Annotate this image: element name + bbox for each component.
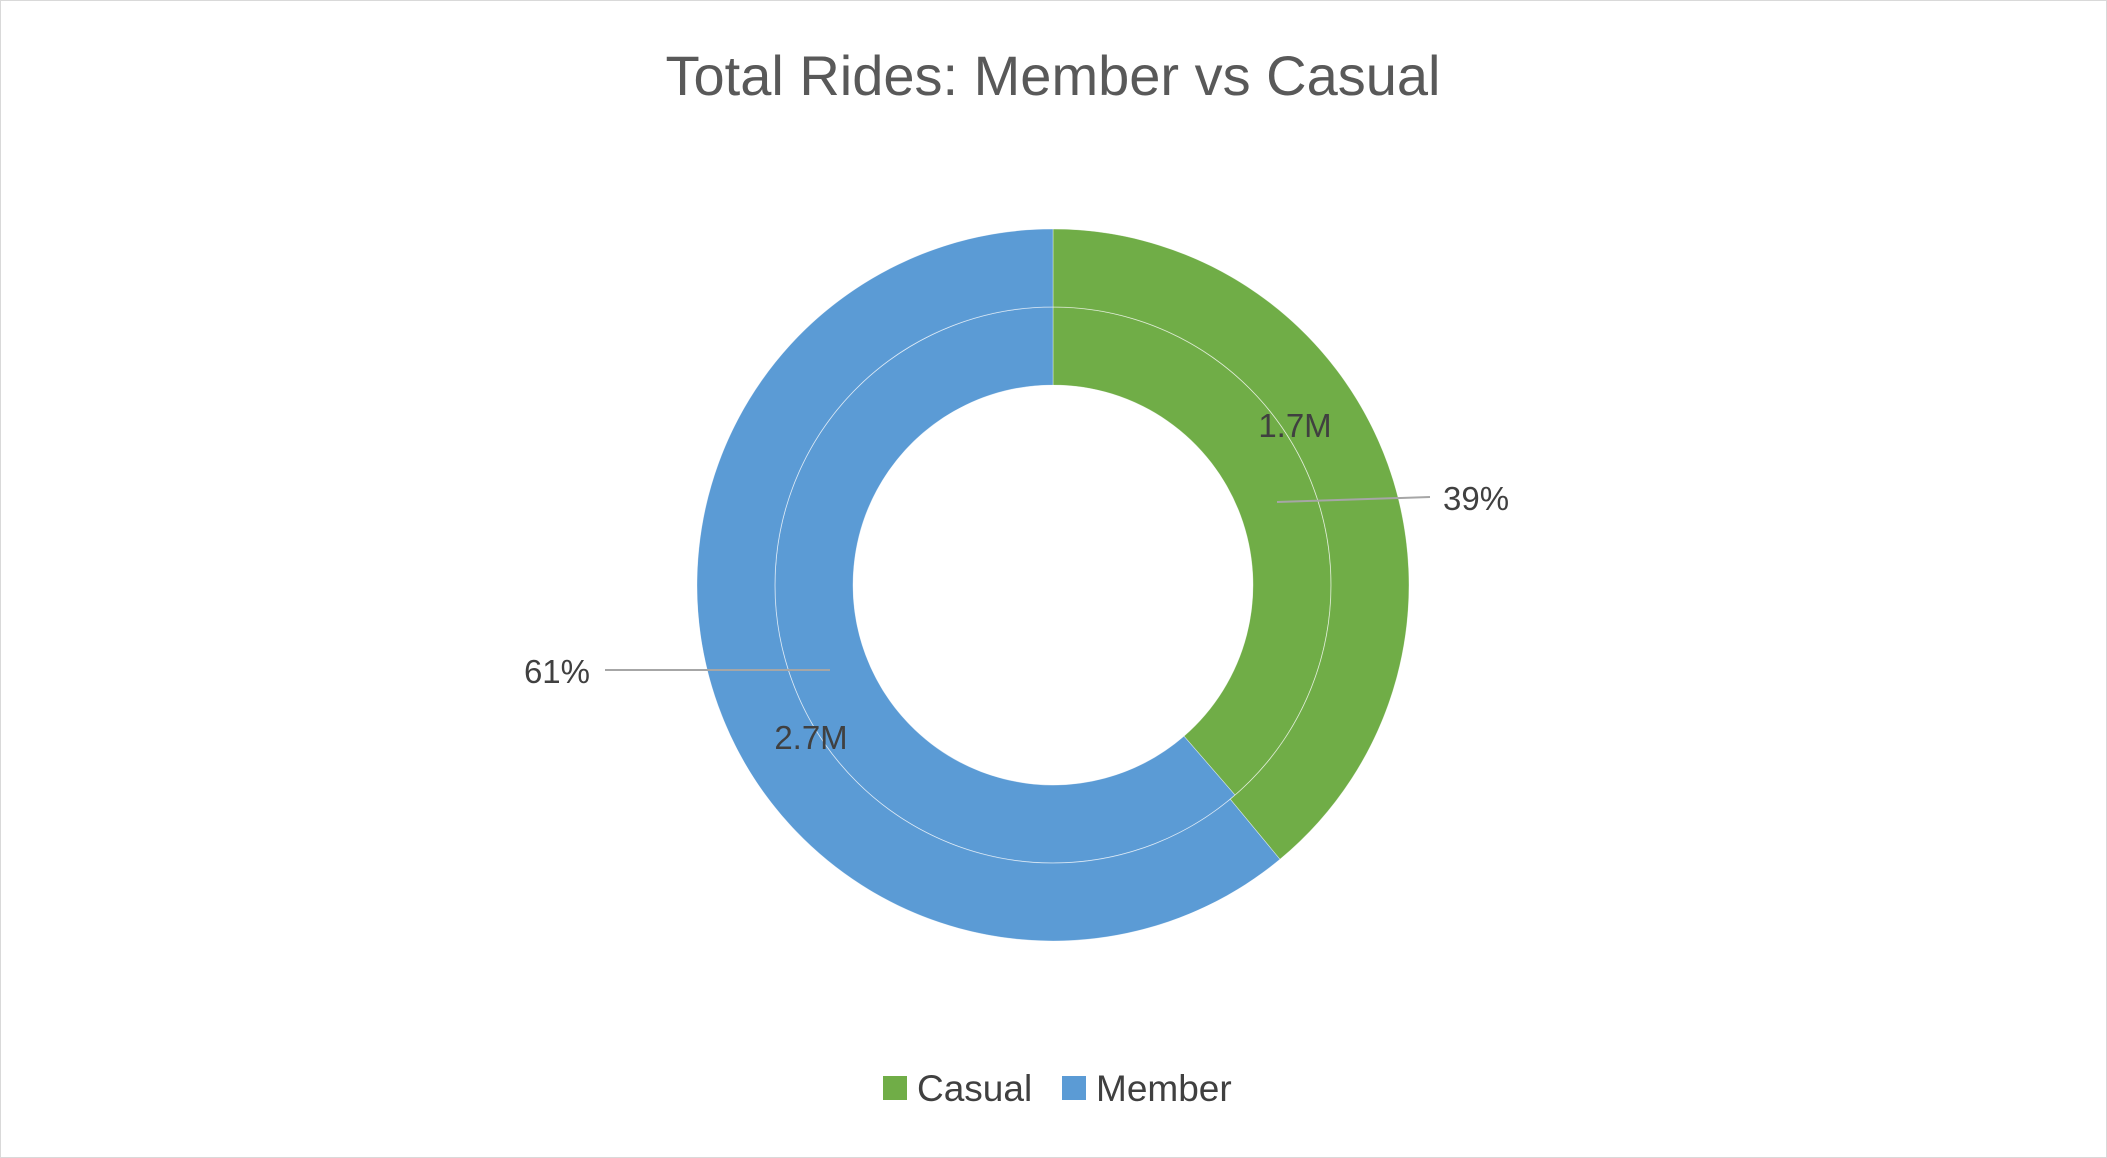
legend-label-member: Member <box>1096 1068 1232 1109</box>
outer-ring-label-member: 61% <box>524 653 590 690</box>
legend-label-casual: Casual <box>917 1068 1032 1109</box>
legend-swatch-casual <box>883 1076 907 1100</box>
outer-ring-label-casual: 39% <box>1443 480 1509 517</box>
outer-ring-segment-member <box>696 228 1281 942</box>
leader-line-casual <box>1276 496 1431 503</box>
outer-ring-segment-casual <box>1052 228 1410 860</box>
leader-lines <box>605 496 1431 671</box>
legend-swatch-member <box>1062 1076 1086 1100</box>
inner-ring-label-casual: 1.7M <box>1258 407 1331 444</box>
doughnut-rings <box>696 228 1410 942</box>
data-labels: 1.7M 2.7M 39% 61% <box>524 407 1509 756</box>
ring-separator <box>774 306 1332 864</box>
legend: Casual Member <box>883 1068 1232 1109</box>
inner-ring-label-member: 2.7M <box>774 719 847 756</box>
chart-title: Total Rides: Member vs Casual <box>666 44 1441 107</box>
